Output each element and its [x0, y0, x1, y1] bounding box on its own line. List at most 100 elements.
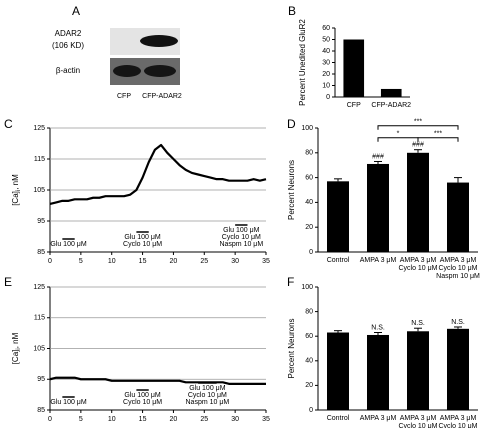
y-tick-label: 115 — [34, 156, 45, 163]
y-tick-label: 20 — [322, 71, 330, 78]
panel-label: C — [4, 117, 13, 131]
bar — [447, 328, 469, 410]
y-axis-label-part: , nM — [11, 332, 20, 348]
y-axis-label-part: [Ca] — [11, 191, 20, 206]
x-tick-label: AMPA 3 μM — [400, 415, 437, 422]
x-tick-label: 25 — [200, 416, 208, 423]
y-tick-label: 85 — [37, 407, 45, 414]
y-tick-label: 100 — [301, 284, 313, 291]
blot-row-label: β-actin — [56, 66, 80, 75]
x-tick-label: 0 — [48, 416, 52, 423]
x-tick-label: 25 — [200, 258, 208, 265]
x-tick-label: Cyclo 10 μM — [438, 423, 477, 428]
x-tick-label: 10 — [108, 416, 116, 423]
y-tick-label: 80 — [305, 150, 313, 157]
treatment-label: Glu 100 μM — [124, 234, 160, 241]
y-tick-label: 100 — [301, 125, 313, 132]
x-tick-label: 35 — [262, 416, 270, 423]
x-tick-label: Cyclo 10 μM — [398, 265, 437, 272]
x-tick-label: AMPA 3 μM — [360, 257, 397, 264]
bar — [343, 39, 365, 97]
bar — [327, 332, 349, 410]
y-axis-label: [Ca]i, nM — [11, 332, 21, 364]
significance-label: * — [397, 131, 400, 138]
panel-label: B — [288, 4, 296, 18]
significance-label: *** — [434, 131, 442, 138]
y-tick-label: 0 — [309, 407, 313, 414]
y-tick-label: 20 — [305, 224, 313, 231]
y-tick-label: 40 — [305, 199, 313, 206]
y-tick-label: 95 — [37, 218, 45, 225]
y-tick-label: 85 — [37, 249, 45, 256]
x-tick-label: 30 — [231, 416, 239, 423]
blot-row-label: ADAR2 — [55, 29, 82, 38]
y-axis-label: Percent Neurons — [287, 318, 296, 378]
treatment-label: Glu 100 μM — [223, 227, 259, 234]
y-tick-label: 50 — [322, 36, 330, 43]
y-tick-label: 40 — [305, 358, 313, 365]
y-axis-label-sub: i — [16, 190, 22, 191]
y-axis-label: [Ca]i, nM — [11, 174, 21, 206]
trace — [49, 376, 266, 385]
x-tick-label: AMPA 3 μM — [400, 257, 437, 264]
y-tick-label: 0 — [309, 249, 313, 256]
treatment-label: Cyclo 10 μM — [123, 399, 162, 406]
x-tick-label: Control — [327, 257, 350, 264]
x-tick-label: CFP-ADAR2 — [371, 102, 411, 109]
y-axis-label: Percent Unedited GluR2 — [298, 19, 307, 106]
x-tick-label: 35 — [262, 258, 270, 265]
treatment-label: Cyclo 10 μM — [188, 392, 227, 399]
significance-bracket — [417, 137, 459, 142]
treatment-label: Naspm 10 μM — [219, 241, 263, 248]
bar-annotation: N.S. — [371, 324, 385, 331]
treatment-label: Glu 100 μM — [50, 241, 86, 248]
x-tick-label: 5 — [79, 258, 83, 265]
bar — [447, 182, 469, 252]
treatment-label: Cyclo 10 μM — [222, 234, 261, 241]
treatment-label: Glu 100 μM — [124, 392, 160, 399]
y-tick-label: 115 — [34, 315, 45, 322]
x-tick-label: Naspm 10 μM — [436, 273, 480, 280]
bar — [327, 181, 349, 252]
x-tick-label: AMPA 3 μM — [440, 257, 477, 264]
blot-lane-label: CFP — [117, 93, 131, 100]
blot-band — [144, 65, 176, 77]
y-tick-label: 40 — [322, 48, 330, 55]
y-tick-label: 60 — [322, 25, 330, 32]
panel-label: A — [72, 4, 80, 18]
y-tick-label: 125 — [33, 125, 45, 132]
blot-row-label: (106 KD) — [52, 41, 84, 50]
y-axis-label-sub: i — [16, 348, 22, 349]
y-tick-label: 0 — [326, 94, 330, 101]
x-tick-label: AMPA 3 μM — [360, 415, 397, 422]
bar — [380, 88, 402, 97]
y-axis-label: Percent Neurons — [287, 160, 296, 220]
x-tick-label: 15 — [139, 416, 147, 423]
treatment-label: Glu 100 μM — [50, 399, 86, 406]
x-tick-label: Cyclo 10 μM — [398, 423, 437, 428]
bar — [407, 152, 429, 252]
blot-lane-label: CFP-ADAR2 — [142, 93, 182, 100]
panel-label: D — [287, 117, 296, 131]
y-axis-label-part: , nM — [11, 174, 20, 190]
treatment-label: Cyclo 10 μM — [123, 241, 162, 248]
bar — [407, 331, 429, 410]
y-tick-label: 95 — [37, 376, 45, 383]
x-tick-label: Cyclo 10 μM — [438, 265, 477, 272]
trace — [49, 143, 267, 206]
x-tick-label: 20 — [170, 258, 178, 265]
bar-annotation: ### — [412, 142, 424, 149]
treatment-label: Glu 100 μM — [189, 385, 225, 392]
panel-label: F — [287, 275, 294, 289]
blot-band — [140, 35, 178, 47]
x-tick-label: 10 — [108, 258, 116, 265]
x-tick-label: 0 — [48, 258, 52, 265]
bar — [367, 334, 389, 410]
y-tick-label: 105 — [33, 345, 45, 352]
y-axis-label-part: [Ca] — [11, 350, 20, 365]
x-tick-label: AMPA 3 μM — [440, 415, 477, 422]
y-tick-label: 125 — [33, 284, 45, 291]
bar-annotation: N.S. — [451, 319, 465, 326]
significance-label: *** — [414, 119, 422, 126]
y-tick-label: 30 — [322, 59, 330, 66]
